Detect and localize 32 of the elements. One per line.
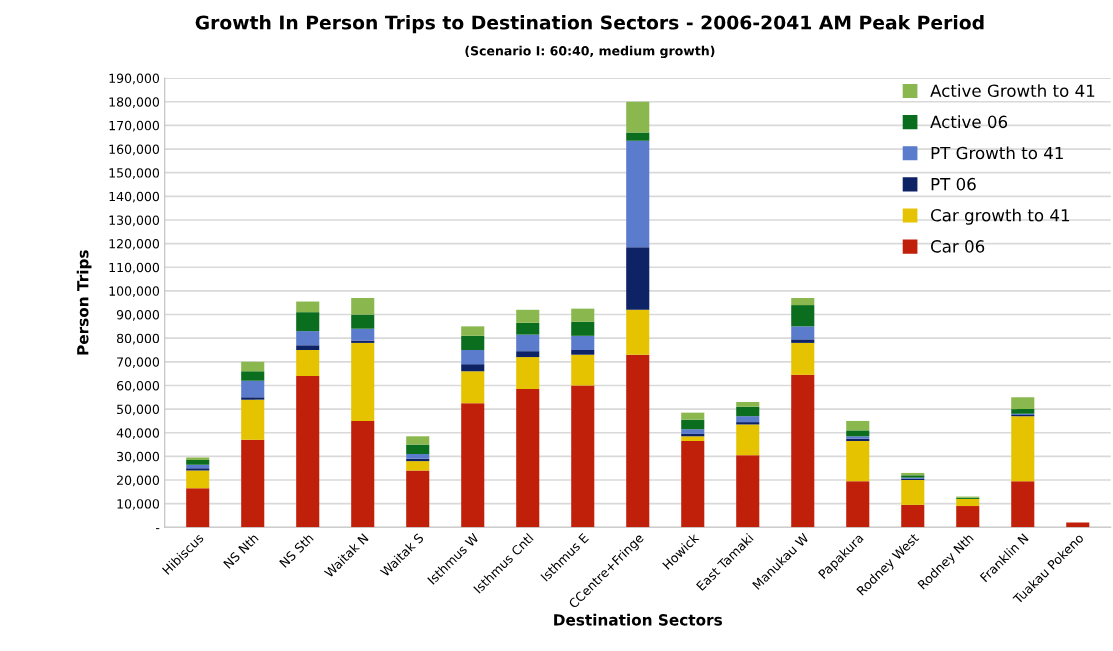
legend-label: PT 06: [931, 177, 976, 191]
y-tick-label: 150,000: [109, 168, 160, 179]
y-tick-label: 90,000: [116, 310, 160, 321]
y-tick-label: 100,000: [109, 286, 160, 298]
x-tick-label: NS Nth: [222, 532, 259, 569]
y-tick-label: 20,000: [117, 475, 160, 487]
y-tick-label: 110,000: [109, 262, 160, 274]
y-tick-label: 80,000: [116, 333, 160, 345]
x-tick-label: NS Sth: [278, 532, 314, 568]
chart-title: Growth In Person Trips to Destination Sectors - 2006-2041 AM Peak Period: [195, 15, 984, 34]
y-tick-label: 10,000: [117, 499, 160, 510]
legend-label: Car growth to 41: [931, 208, 1070, 225]
y-tick-label: 120,000: [109, 239, 160, 250]
legend-label: Car 06: [931, 240, 985, 253]
y-tick-label: 60,000: [117, 380, 160, 392]
y-tick-label: 70,000: [117, 357, 160, 369]
legend-label: Active Growth to 41: [930, 84, 1095, 98]
x-axis-title: Destination Sectors: [554, 613, 722, 626]
y-tick-label: 50,000: [117, 404, 160, 416]
y-tick-label: 130,000: [109, 215, 160, 227]
y-tick-label: 170,000: [109, 120, 160, 132]
y-tick-label: 30,000: [117, 451, 160, 463]
legend-label: Active 06: [930, 115, 1008, 129]
y-tick-label: 140,000: [109, 191, 160, 203]
y-tick-label: 190,000: [109, 73, 160, 85]
chart-subtitle: (Scenario I: 60:40, medium growth): [465, 45, 715, 59]
y-tick-label: -: [155, 528, 160, 530]
y-tick-label: 180,000: [109, 97, 160, 108]
y-tick-label: 40,000: [116, 428, 160, 439]
y-axis-title: Person Trips: [76, 250, 92, 355]
legend-label: PT Growth to 41: [931, 146, 1063, 160]
y-tick-label: 160,000: [109, 144, 160, 156]
